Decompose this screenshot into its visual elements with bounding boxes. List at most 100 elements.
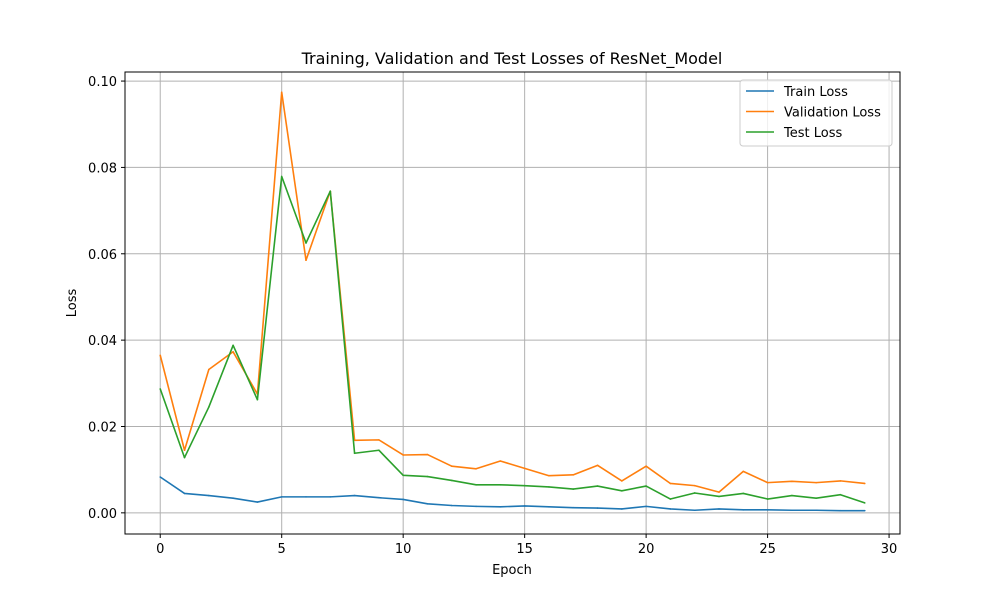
data-point: [208, 368, 210, 371]
data-point: [280, 175, 283, 178]
data-point: [353, 452, 356, 455]
data-point: [718, 508, 720, 510]
data-point: [523, 484, 526, 487]
data-point: [523, 467, 526, 470]
data-point: [645, 465, 647, 468]
ticks: 0 5 10 15 20 25 30 0.00 0.02 0.04 0.06 0.08 0.10: [88, 75, 897, 557]
data-point: [402, 474, 404, 477]
data-point: [208, 494, 210, 497]
y-tick-label: 0.06: [88, 248, 117, 263]
data-point: [742, 492, 745, 495]
data-point: [426, 453, 429, 456]
y-axis-label: Loss: [65, 289, 80, 318]
data-point: [475, 468, 477, 470]
data-point: [475, 505, 477, 508]
x-tick-label: 25: [759, 542, 776, 557]
data-point: [183, 449, 186, 452]
data-point: [329, 190, 332, 192]
x-tick-label: 10: [395, 542, 412, 557]
legend-label: Validation Loss: [784, 106, 881, 121]
data-point: [232, 350, 234, 353]
data-point: [256, 398, 259, 401]
data-point: [572, 506, 575, 509]
data-point: [839, 480, 842, 482]
x-axis-label: Epoch: [492, 563, 532, 578]
data-point: [208, 406, 210, 408]
data-point: [718, 495, 720, 498]
data-point: [499, 460, 502, 462]
data-point: [499, 505, 502, 508]
data-point: [621, 480, 623, 482]
legend-label: Train Loss: [783, 85, 848, 100]
data-point: [353, 494, 356, 497]
data-point: [596, 464, 599, 467]
series-group: [159, 91, 866, 512]
data-point: [621, 508, 623, 510]
data-point: [378, 449, 380, 452]
data-point: [791, 494, 793, 497]
data-point: [863, 509, 866, 512]
data-point: [596, 507, 599, 509]
chart-title: Training, Validation and Test Losses of …: [301, 49, 723, 69]
data-point: [232, 497, 234, 499]
y-tick-label: 0.04: [88, 334, 117, 349]
data-point: [791, 509, 793, 512]
data-point: [280, 91, 283, 94]
data-point: [621, 490, 623, 492]
legend-label: Test Loss: [783, 126, 842, 141]
data-point: [815, 481, 817, 484]
data-point: [280, 496, 283, 498]
data-point: [839, 509, 842, 512]
data-point: [839, 493, 842, 496]
data-point: [159, 388, 162, 390]
data-point: [183, 456, 186, 459]
legend: Train Loss Validation Loss Test Loss: [739, 79, 893, 147]
data-point: [548, 474, 550, 477]
data-point: [669, 508, 672, 510]
data-point: [863, 482, 866, 485]
data-point: [402, 454, 404, 456]
data-point: [718, 491, 720, 493]
data-point: [402, 498, 404, 501]
data-point: [426, 502, 429, 505]
data-point: [791, 480, 793, 483]
data-point: [766, 509, 769, 511]
y-tick-label: 0.10: [88, 75, 117, 90]
data-point: [450, 465, 453, 468]
data-point: [232, 344, 234, 347]
data-point: [669, 498, 672, 500]
data-point: [475, 483, 477, 486]
data-point: [378, 496, 380, 499]
series-line-0: [159, 476, 865, 512]
data-point: [305, 242, 307, 244]
legend-box: [739, 79, 893, 147]
plot-frame: [124, 71, 901, 535]
data-point: [766, 498, 769, 500]
x-tick-label: 20: [638, 542, 655, 557]
y-tick-label: 0.00: [88, 507, 117, 522]
data-point: [693, 509, 696, 512]
y-tick-label: 0.02: [88, 420, 117, 435]
data-point: [256, 501, 259, 503]
data-point: [159, 354, 162, 357]
series-line-1: [159, 91, 865, 493]
x-tick-label: 5: [278, 542, 286, 557]
data-point: [450, 504, 453, 507]
series-line-2: [159, 175, 866, 504]
data-point: [548, 486, 550, 488]
x-tick-label: 15: [516, 542, 533, 557]
data-point: [378, 439, 380, 441]
data-point: [523, 505, 526, 507]
data-point: [499, 483, 502, 486]
data-point: [329, 496, 332, 498]
data-point: [645, 505, 647, 508]
data-point: [766, 481, 769, 484]
data-point: [693, 484, 696, 487]
x-tick-label: 30: [881, 542, 898, 557]
data-point: [572, 488, 575, 490]
data-point: [742, 509, 745, 511]
data-point: [693, 492, 696, 494]
data-point: [305, 259, 307, 262]
data-point: [742, 470, 745, 473]
